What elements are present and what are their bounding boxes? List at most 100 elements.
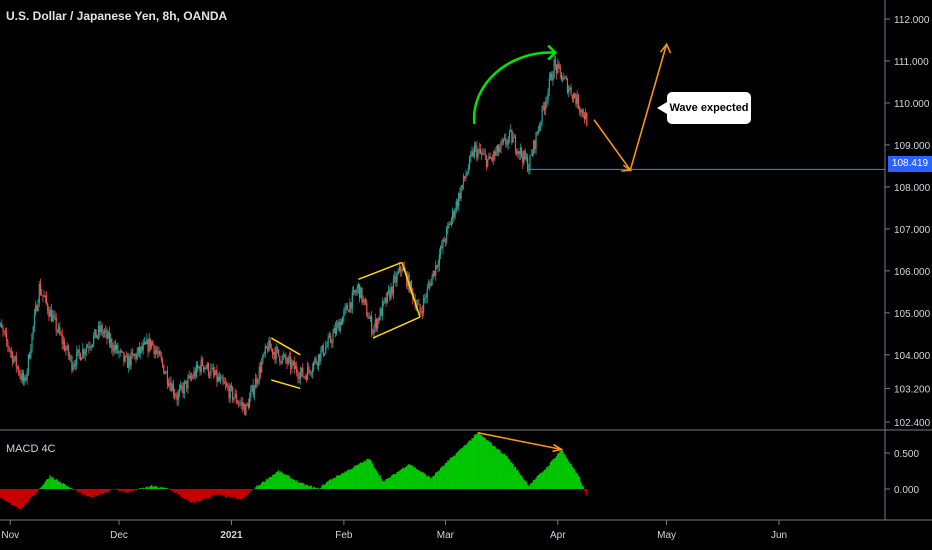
macd-histogram-bar (204, 489, 206, 499)
candle-body (304, 376, 306, 378)
candle-body (268, 340, 270, 352)
candle-body (165, 371, 167, 373)
candle-body (45, 295, 48, 304)
candle-body (518, 151, 520, 155)
macd-histogram-bar (370, 462, 373, 489)
candle-body (311, 369, 314, 373)
candle-body (117, 344, 119, 354)
macd-histogram-bar (38, 488, 40, 490)
macd-histogram-bar (79, 489, 82, 493)
candle-body (380, 308, 382, 317)
macd-histogram-bar (134, 489, 136, 490)
macd-divergence-arrowhead (552, 443, 564, 453)
candle-body (77, 349, 79, 352)
candle-body (187, 377, 189, 389)
macd-histogram-bar (311, 488, 314, 489)
macd-histogram-bar (540, 472, 542, 489)
candle-body (586, 113, 588, 126)
candle-body (508, 131, 511, 138)
candle-body (118, 352, 120, 354)
macd-histogram-bar (24, 489, 26, 506)
candle-body (213, 372, 216, 375)
wave-down-arrowhead (621, 164, 633, 172)
candle-body (223, 381, 225, 384)
macd-histogram-bar (130, 489, 132, 492)
macd-histogram-bar (215, 489, 217, 495)
macd-histogram-bar (468, 440, 471, 489)
candle-body (500, 141, 502, 149)
candle-body (512, 137, 514, 143)
candle-body (8, 346, 10, 351)
macd-histogram-bar (369, 459, 372, 489)
candle-body (546, 99, 548, 103)
candle-body (205, 367, 207, 369)
price-axis-label: 102.400 (894, 418, 931, 429)
macd-histogram-bar (39, 487, 42, 489)
candle-body (449, 223, 451, 225)
macd-histogram-bar (484, 438, 486, 489)
macd-histogram-bar (164, 487, 166, 489)
candle-body (253, 388, 256, 396)
macd-histogram-bar (580, 481, 582, 489)
candle-body (198, 366, 200, 369)
candle-body (83, 349, 85, 355)
candle-body (242, 404, 245, 407)
macd-histogram-bar (377, 472, 379, 489)
macd-axis-label: 0.500 (894, 449, 919, 460)
candle-body (79, 353, 81, 361)
candle-body (24, 377, 26, 382)
candle-body (71, 356, 73, 371)
macd-histogram-bar (192, 489, 194, 503)
macd-histogram-bar (315, 488, 317, 489)
candle-body (438, 254, 440, 266)
macd-histogram-bar (206, 489, 208, 498)
macd-histogram-bar (5, 489, 8, 502)
candle-body (80, 357, 83, 361)
macd-histogram-bar (212, 489, 215, 496)
macd-histogram-bar (217, 489, 219, 496)
macd-histogram-bar (244, 489, 246, 497)
macd-histogram-bar (478, 433, 480, 489)
macd-histogram-bar (486, 440, 489, 489)
candle-body (135, 354, 137, 359)
wave-expected-callout[interactable]: Wave expected (657, 92, 751, 124)
macd-histogram-bar (532, 479, 535, 489)
candle-body (284, 354, 286, 356)
candle-body (296, 366, 298, 373)
macd-histogram-bar (68, 487, 71, 489)
macd-histogram-bar (277, 470, 280, 489)
macd-histogram-bar (586, 489, 588, 496)
candle-body (390, 286, 392, 299)
candle-body (56, 330, 58, 332)
candle-body (446, 228, 448, 242)
candle-body (499, 148, 501, 153)
macd-histogram-bar (59, 481, 61, 489)
macd-histogram-bar (112, 489, 114, 490)
candle-body (337, 322, 339, 326)
candle-body (217, 376, 219, 382)
candle-body (443, 239, 445, 243)
macd-histogram-bar (454, 455, 456, 489)
macd-histogram-bar (490, 443, 493, 489)
macd-histogram-bar (536, 476, 538, 489)
candle-body (282, 355, 285, 357)
candle-body (314, 358, 316, 363)
macd-histogram-bar (233, 489, 235, 498)
candle-body (93, 335, 95, 345)
candle-body (317, 354, 320, 366)
candle-body (553, 59, 555, 78)
candle-body (20, 375, 22, 380)
macd-histogram-bar (346, 470, 349, 489)
macd-histogram-bar (334, 477, 337, 489)
candle-body (529, 155, 531, 170)
candle-body (308, 366, 310, 371)
candle-body (212, 368, 214, 373)
macd-histogram-bar (357, 464, 360, 489)
macd-histogram-bar (572, 468, 575, 489)
macd-histogram-bar (565, 457, 567, 489)
macd-histogram-bar (205, 489, 207, 500)
macd-histogram-bar (317, 488, 320, 489)
candle-body (228, 388, 230, 399)
candle-body (64, 341, 66, 351)
